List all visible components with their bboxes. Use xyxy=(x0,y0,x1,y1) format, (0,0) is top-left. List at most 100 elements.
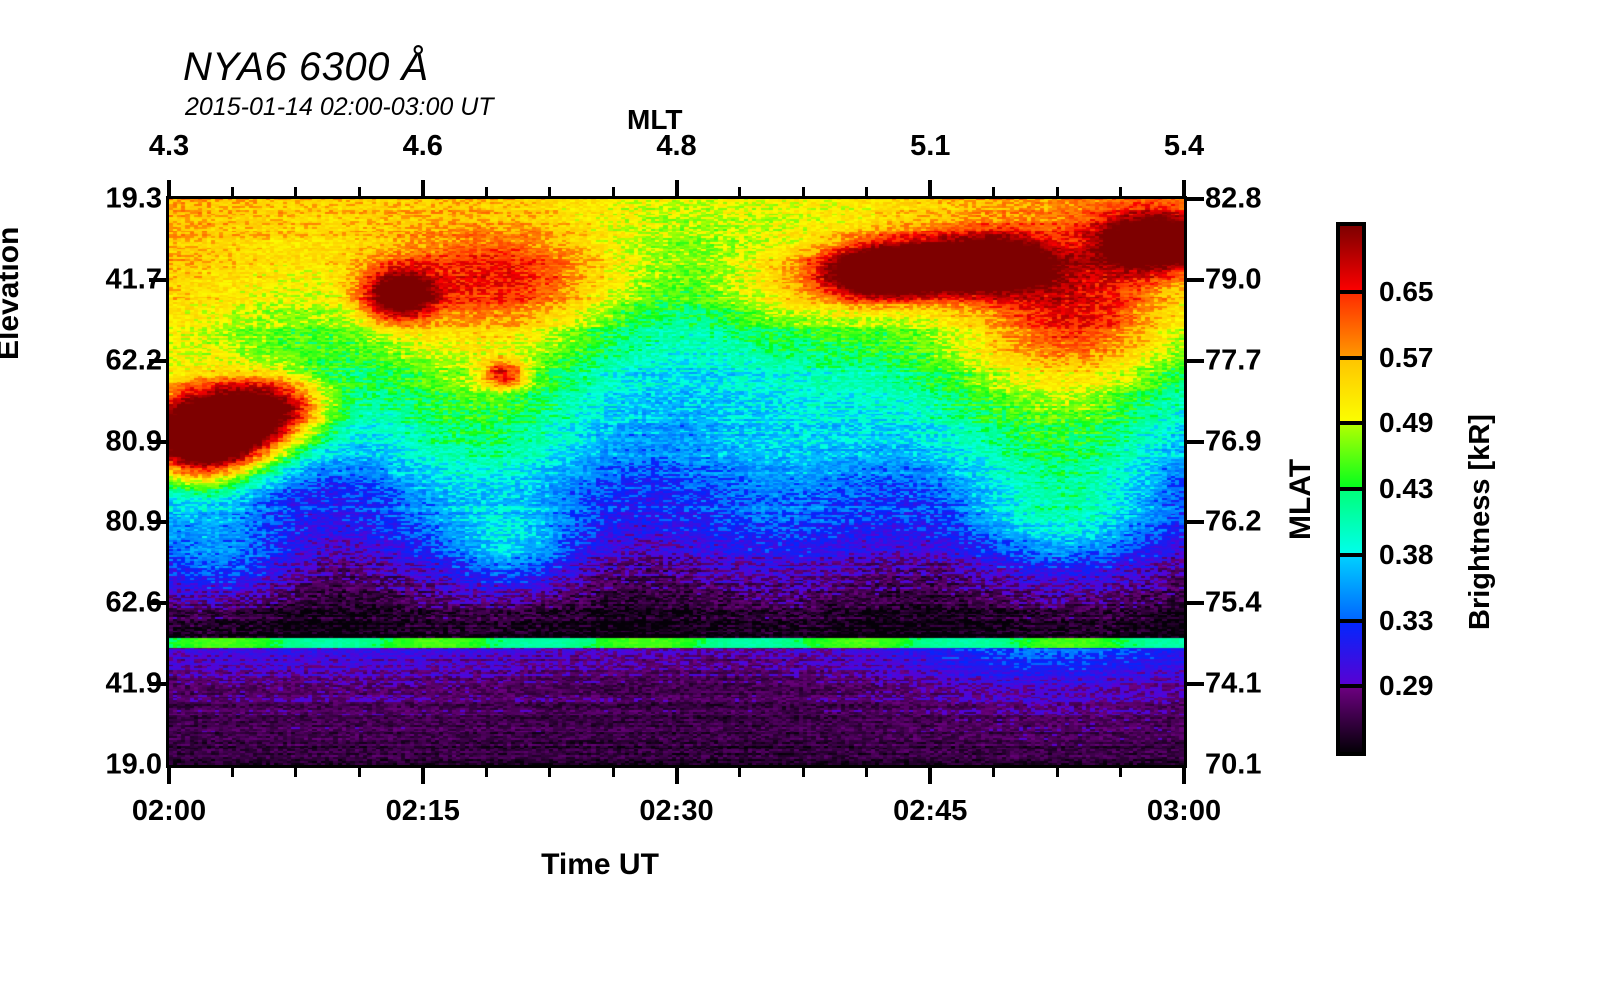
time-tick-label-3: 02:45 xyxy=(893,795,968,827)
time-tick-label-1: 02:15 xyxy=(385,795,460,827)
mlat-tick-label-5: 75.4 xyxy=(1205,586,1262,619)
colorbar-tick-label-3: 0.43 xyxy=(1379,473,1434,504)
time-minor-tick xyxy=(294,768,298,777)
elevation-tick-6 xyxy=(149,682,166,687)
mlat-tick-0 xyxy=(1187,197,1204,201)
mlat-tick-4 xyxy=(1187,520,1204,525)
mlt-minor-tick xyxy=(357,187,361,196)
time-major-tick-0 xyxy=(167,768,171,784)
time-minor-tick xyxy=(357,768,361,777)
mlt-minor-tick xyxy=(230,187,234,196)
mlat-tick-label-7: 70.1 xyxy=(1205,748,1262,781)
mlat-tick-5 xyxy=(1187,601,1204,606)
colorbar-band-4 xyxy=(1340,489,1362,555)
mlat-tick-label-1: 79.0 xyxy=(1205,263,1262,296)
colorbar-separator-6 xyxy=(1340,618,1362,623)
time-minor-tick xyxy=(1055,768,1059,777)
mlat-axis-title: MLAT xyxy=(1284,458,1317,540)
mlt-major-tick-3 xyxy=(928,180,933,196)
mlat-tick-label-2: 77.7 xyxy=(1205,344,1262,377)
mlt-major-tick-0 xyxy=(167,180,171,196)
mlat-tick-label-4: 76.2 xyxy=(1205,505,1262,538)
mlat-tick-6 xyxy=(1187,682,1204,687)
mlat-tick-2 xyxy=(1187,358,1204,363)
colorbar-band-5 xyxy=(1340,554,1362,621)
mlt-tick-label-4: 5.4 xyxy=(1163,130,1205,162)
time-major-tick-1 xyxy=(420,768,425,784)
time-minor-tick xyxy=(865,768,869,777)
colorbar-band-0 xyxy=(1340,226,1362,292)
colorbar-separator-1 xyxy=(1340,289,1362,294)
colorbar-tick-label-5: 0.33 xyxy=(1379,604,1434,636)
time-major-tick-3 xyxy=(928,768,933,784)
time-minor-tick xyxy=(611,768,615,777)
time-minor-tick xyxy=(230,768,234,777)
mlt-minor-tick xyxy=(992,187,996,196)
time-minor-tick xyxy=(548,768,552,777)
colorbar-title: Brightness [kR] xyxy=(1464,414,1496,630)
mlt-minor-tick xyxy=(1119,187,1123,196)
colorbar-band-7 xyxy=(1340,686,1362,752)
elevation-tick-3 xyxy=(149,439,166,444)
elevation-tick-label-7: 19.0 xyxy=(105,748,162,781)
colorbar-separator-4 xyxy=(1340,487,1362,491)
time-minor-tick xyxy=(738,768,742,777)
colorbar-tick-label-1: 0.57 xyxy=(1379,341,1434,373)
elevation-tick-1 xyxy=(149,277,166,282)
keogram-heatmap-canvas[interactable] xyxy=(169,199,1184,765)
mlt-minor-tick xyxy=(865,187,869,196)
mlt-minor-tick xyxy=(611,187,615,196)
time-minor-tick xyxy=(484,768,488,777)
mlt-tick-label-0: 4.3 xyxy=(148,130,190,162)
keogram-plot-area[interactable] xyxy=(166,196,1187,768)
mlat-tick-1 xyxy=(1187,277,1204,282)
time-tick-label-2: 02:30 xyxy=(639,795,714,827)
mlat-tick-label-0: 82.8 xyxy=(1205,182,1262,215)
elevation-tick-4 xyxy=(149,520,166,525)
colorbar-tick-label-0: 0.65 xyxy=(1379,275,1434,307)
mlt-major-tick-4 xyxy=(1182,180,1186,196)
mlt-minor-tick xyxy=(548,187,552,196)
mlt-minor-tick xyxy=(484,187,488,196)
colorbar-tick-label-2: 0.49 xyxy=(1379,407,1434,439)
elevation-axis-title: Elevation xyxy=(0,226,25,360)
time-minor-tick xyxy=(801,768,805,777)
colorbar-band-2 xyxy=(1340,357,1362,424)
elevation-tick-5 xyxy=(149,601,166,606)
mlt-minor-tick xyxy=(1055,187,1059,196)
elevation-tick-label-0: 19.3 xyxy=(105,182,162,215)
mlt-minor-tick xyxy=(294,187,298,196)
colorbar-band-1 xyxy=(1340,291,1362,358)
time-axis-title: Time UT xyxy=(541,848,659,881)
time-major-tick-2 xyxy=(674,768,679,784)
mlat-tick-3 xyxy=(1187,439,1204,444)
mlat-tick-label-6: 74.1 xyxy=(1205,667,1262,700)
time-minor-tick xyxy=(992,768,996,777)
colorbar-band-3 xyxy=(1340,423,1362,489)
figure-subtitle: 2015-01-14 02:00-03:00 UT xyxy=(185,93,494,121)
colorbar-tick-label-4: 0.38 xyxy=(1379,538,1434,570)
mlt-major-tick-1 xyxy=(420,180,425,196)
time-tick-label-0: 02:00 xyxy=(131,795,207,827)
colorbar-separator-7 xyxy=(1340,684,1362,689)
mlt-minor-tick xyxy=(801,187,805,196)
figure-title: NYA6 6300 Å xyxy=(183,45,429,89)
time-tick-label-4: 03:00 xyxy=(1146,795,1222,827)
time-major-tick-4 xyxy=(1182,768,1186,784)
mlt-tick-label-2: 4.8 xyxy=(656,130,697,162)
mlt-major-tick-2 xyxy=(674,180,679,196)
colorbar-separator-3 xyxy=(1340,421,1362,426)
colorbar-band-6 xyxy=(1340,620,1362,687)
colorbar-separator-2 xyxy=(1340,355,1362,360)
mlt-axis-title: MLT xyxy=(627,104,683,135)
colorbar-separator-5 xyxy=(1340,552,1362,557)
mlt-minor-tick xyxy=(738,187,742,196)
mlt-tick-label-3: 5.1 xyxy=(910,130,951,162)
colorbar-tick-label-6: 0.29 xyxy=(1379,670,1434,702)
mlt-tick-label-1: 4.6 xyxy=(402,130,443,162)
time-minor-tick xyxy=(1119,768,1123,777)
colorbar[interactable] xyxy=(1336,222,1366,756)
mlat-tick-label-3: 76.9 xyxy=(1205,425,1262,458)
elevation-tick-2 xyxy=(149,358,166,363)
